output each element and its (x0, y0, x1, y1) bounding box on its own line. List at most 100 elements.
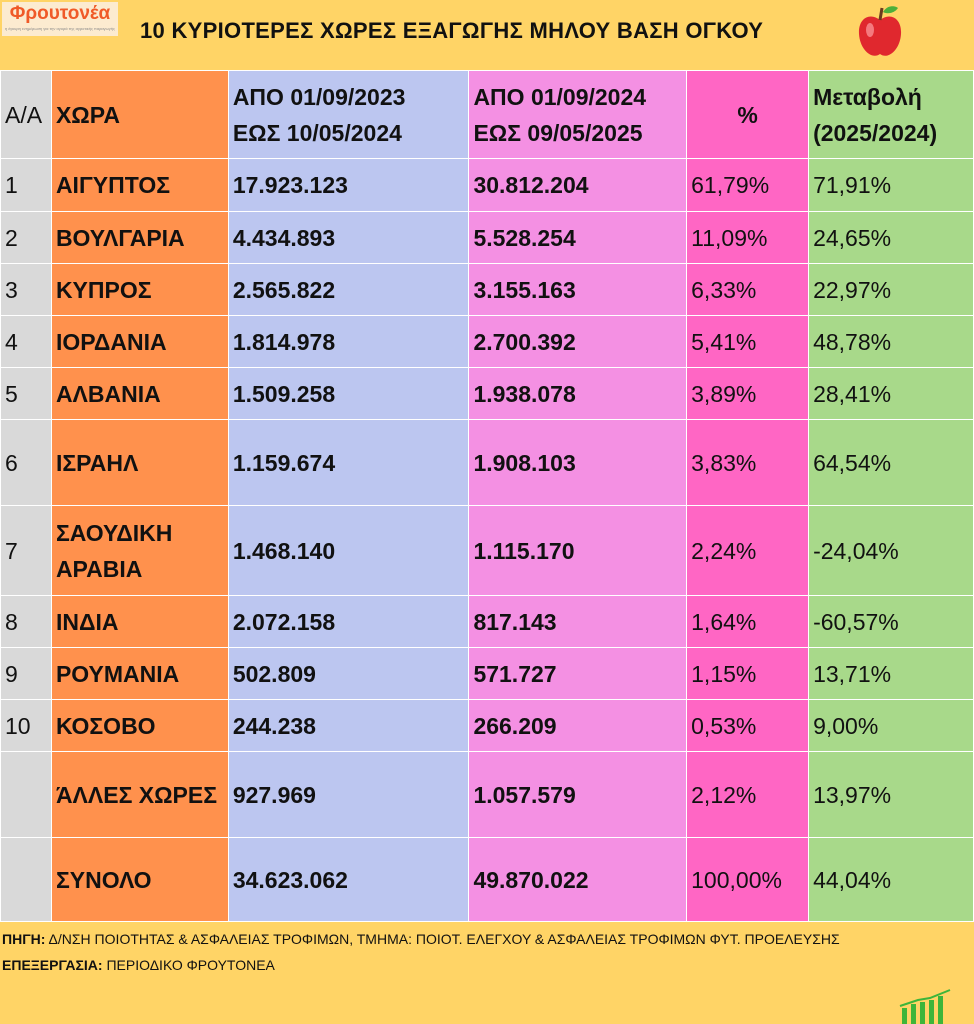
country-cell: ΚΟΣΟΒΟ (50, 699, 229, 752)
table-row: 5 ΑΛΒΑΝΙΑ 1.509.258 1.938.078 3,89% 28,41% (0, 367, 974, 420)
table-row: ΣΥΝΟΛΟ 34.623.062 49.870.022 100,00% 44,04% (0, 837, 974, 922)
country-cell: ΚΥΠΡΟΣ (50, 263, 229, 316)
row-index: 5 (0, 367, 52, 420)
volume-2025-cell: 1.908.103 (468, 419, 688, 506)
volume-2024-cell: 1.159.674 (227, 419, 470, 506)
table-row: 9 ΡΟΥΜΑΝΙΑ 502.809 571.727 1,15% 13,71% (0, 647, 974, 700)
footer-notes: ΠΗΓΗ: Δ/ΝΣΗ ΠΟΙΟΤΗΤΑΣ & ΑΣΦΑΛΕΙΑΣ ΤΡΟΦΙΜ… (2, 928, 972, 976)
change-cell: 13,97% (808, 751, 974, 838)
country-cell: ΒΟΥΛΓΑΡΙΑ (50, 211, 229, 264)
header-bar: Φρουτονέα η έγκυρη ενημέρωση για την αγο… (0, 0, 974, 70)
country-cell: ΣΑΟΥΔΙΚΗ ΑΡΑΒΙΑ (50, 505, 229, 596)
country-cell: ΙΟΡΔΑΝΙΑ (50, 315, 229, 368)
row-index (0, 751, 52, 838)
volume-2024-cell: 1.814.978 (227, 315, 470, 368)
table-row: 7 ΣΑΟΥΔΙΚΗ ΑΡΑΒΙΑ 1.468.140 1.115.170 2,24% -… (0, 505, 974, 596)
export-table: Α/Α ΧΩΡΑ ΑΠΟ 01/09/2023 ΕΩΣ 10/05/2024 ΑΠ… (0, 70, 974, 922)
table-row: 1 ΑΙΓΥΠΤΟΣ 17.923.123 30.812.204 61,79% 71,91… (0, 158, 974, 212)
share-cell: 3,83% (686, 419, 810, 506)
country-cell: ΆΛΛΕΣ ΧΩΡΕΣ (50, 751, 229, 838)
share-cell: 1,64% (686, 595, 810, 648)
row-index: 3 (0, 263, 52, 316)
row-index: 4 (0, 315, 52, 368)
row-index: 1 (0, 158, 52, 212)
change-cell: 24,65% (808, 211, 974, 264)
row-index: 2 (0, 211, 52, 264)
volume-2024-cell: 2.072.158 (227, 595, 470, 648)
volume-2025-cell: 30.812.204 (468, 158, 688, 212)
change-cell: 13,71% (808, 647, 974, 700)
country-cell: ΣΥΝΟΛΟ (50, 837, 229, 922)
country-cell: ΙΝΔΙΑ (50, 595, 229, 648)
share-cell: 1,15% (686, 647, 810, 700)
volume-2024-cell: 502.809 (227, 647, 470, 700)
volume-2024-cell: 1.468.140 (227, 505, 470, 596)
volume-2024-cell: 2.565.822 (227, 263, 470, 316)
share-cell: 100,00% (686, 837, 810, 922)
change-cell: 22,97% (808, 263, 974, 316)
volume-2024-cell: 34.623.062 (227, 837, 470, 922)
table-row: 10 ΚΟΣΟΒΟ 244.238 266.209 0,53% 9,00% (0, 699, 974, 752)
share-cell: 61,79% (686, 158, 810, 212)
processing-note: ΕΠΕΞΕΡΓΑΣΙΑ: ΠΕΡΙΟΔΙΚΟ ΦΡΟΥΤΟΝΕΑ (2, 957, 275, 973)
header-period-2: ΑΠΟ 01/09/2024 ΕΩΣ 09/05/2025 (468, 70, 688, 159)
change-cell: 28,41% (808, 367, 974, 420)
volume-2024-cell: 17.923.123 (227, 158, 470, 212)
logo: Φρουτονέα η έγκυρη ενημέρωση για την αγο… (2, 2, 118, 36)
row-index: 10 (0, 699, 52, 752)
table-row: 8 ΙΝΔΙΑ 2.072.158 817.143 1,64% -60,57% (0, 595, 974, 648)
volume-2025-cell: 5.528.254 (468, 211, 688, 264)
share-cell: 5,41% (686, 315, 810, 368)
header-pct: % (686, 70, 810, 159)
table-header: Α/Α ΧΩΡΑ ΑΠΟ 01/09/2023 ΕΩΣ 10/05/2024 ΑΠ… (0, 70, 974, 159)
share-cell: 11,09% (686, 211, 810, 264)
table-row: 2 ΒΟΥΛΓΑΡΙΑ 4.434.893 5.528.254 11,09% 24,65% (0, 211, 974, 264)
row-index (0, 837, 52, 922)
apple-icon (858, 6, 902, 56)
country-cell: ΡΟΥΜΑΝΙΑ (50, 647, 229, 700)
header-period-1: ΑΠΟ 01/09/2023 ΕΩΣ 10/05/2024 (227, 70, 470, 159)
table-row: 4 ΙΟΡΔΑΝΙΑ 1.814.978 2.700.392 5,41% 48,78% (0, 315, 974, 368)
volume-2025-cell: 49.870.022 (468, 837, 688, 922)
growth-chart-icon (899, 989, 951, 1024)
volume-2024-cell: 4.434.893 (227, 211, 470, 264)
volume-2025-cell: 571.727 (468, 647, 688, 700)
volume-2025-cell: 266.209 (468, 699, 688, 752)
header-aa: Α/Α (0, 70, 52, 159)
row-index: 7 (0, 505, 52, 596)
row-index: 6 (0, 419, 52, 506)
share-cell: 0,53% (686, 699, 810, 752)
header-change: Μεταβολή (2025/2024) (808, 70, 974, 159)
volume-2024-cell: 244.238 (227, 699, 470, 752)
share-cell: 2,24% (686, 505, 810, 596)
row-index: 8 (0, 595, 52, 648)
page-title: 10 ΚΥΡΙΟΤΕΡΕΣ ΧΩΡΕΣ ΕΞΑΓΩΓΗΣ ΜΗΛΟΥ ΒΑΣΗ … (140, 18, 764, 43)
change-cell: 44,04% (808, 837, 974, 922)
share-cell: 6,33% (686, 263, 810, 316)
change-cell: 64,54% (808, 419, 974, 506)
table-row: ΆΛΛΕΣ ΧΩΡΕΣ 927.969 1.057.579 2,12% 13,97% (0, 751, 974, 838)
change-cell: 48,78% (808, 315, 974, 368)
change-cell: 9,00% (808, 699, 974, 752)
source-note: ΠΗΓΗ: Δ/ΝΣΗ ΠΟΙΟΤΗΤΑΣ & ΑΣΦΑΛΕΙΑΣ ΤΡΟΦΙΜ… (2, 931, 840, 947)
table-row: 3 ΚΥΠΡΟΣ 2.565.822 3.155.163 6,33% 22,97% (0, 263, 974, 316)
volume-2025-cell: 1.938.078 (468, 367, 688, 420)
volume-2024-cell: 1.509.258 (227, 367, 470, 420)
volume-2024-cell: 927.969 (227, 751, 470, 838)
share-cell: 2,12% (686, 751, 810, 838)
change-cell: 71,91% (808, 158, 974, 212)
share-cell: 3,89% (686, 367, 810, 420)
volume-2025-cell: 2.700.392 (468, 315, 688, 368)
country-cell: ΙΣΡΑΗΛ (50, 419, 229, 506)
volume-2025-cell: 1.115.170 (468, 505, 688, 596)
change-cell: -60,57% (808, 595, 974, 648)
volume-2025-cell: 3.155.163 (468, 263, 688, 316)
header-country: ΧΩΡΑ (50, 70, 229, 159)
country-cell: ΑΙΓΥΠΤΟΣ (50, 158, 229, 212)
country-cell: ΑΛΒΑΝΙΑ (50, 367, 229, 420)
volume-2025-cell: 1.057.579 (468, 751, 688, 838)
volume-2025-cell: 817.143 (468, 595, 688, 648)
change-cell: -24,04% (808, 505, 974, 596)
row-index: 9 (0, 647, 52, 700)
table-row: 6 ΙΣΡΑΗΛ 1.159.674 1.908.103 3,83% 64,54% (0, 419, 974, 506)
